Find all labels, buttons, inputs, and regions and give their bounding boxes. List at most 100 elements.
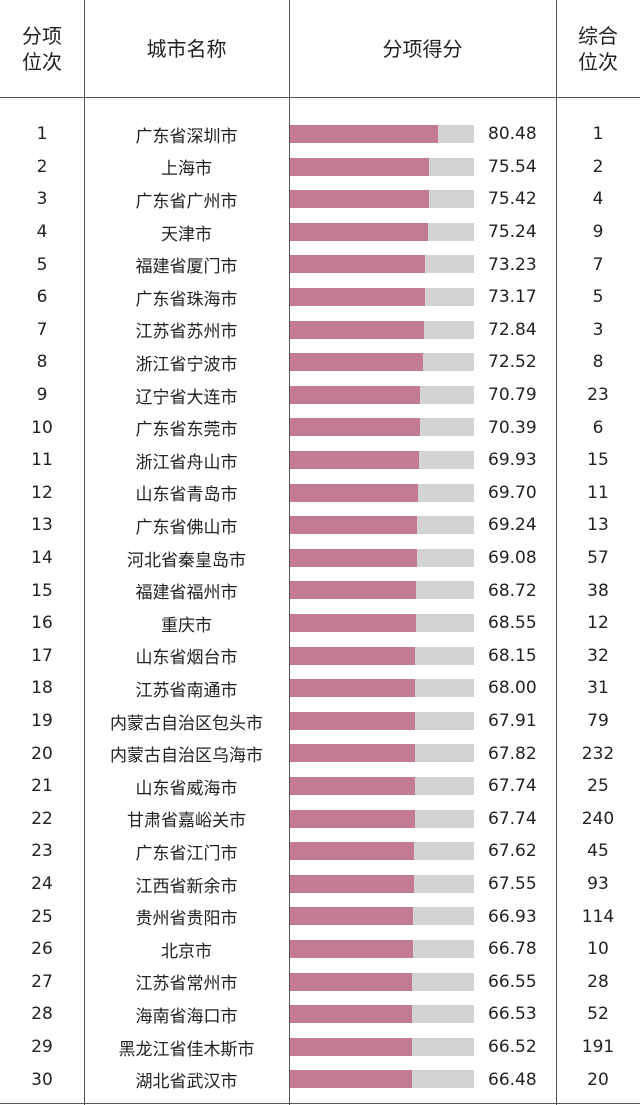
score-value: 72.84 [488,319,537,340]
score-bar [290,516,418,535]
header-divider [0,97,640,98]
score-value: 66.48 [488,1069,537,1090]
row-overall-rank: 57 [587,548,609,569]
score-bar [290,907,414,926]
row-city-name: 江苏省苏州市 [135,322,238,343]
score-bar [290,548,418,567]
row-overall-rank: 11 [587,482,609,503]
row-city-name: 广东省广州市 [135,191,238,212]
row-rank: 23 [31,841,53,862]
score-value: 66.93 [488,906,537,927]
score-bar-track [290,320,474,339]
score-bar [290,809,415,828]
score-value: 67.74 [488,808,537,829]
column-divider [556,0,557,1105]
score-bar-track [290,222,474,241]
row-overall-rank: 191 [581,1037,615,1058]
score-bar-track [290,353,474,372]
score-value: 66.53 [488,1004,537,1025]
score-value: 73.17 [488,287,537,308]
header-rank-text: 分项 位次 [22,23,62,74]
score-bar [290,842,415,861]
score-bar [290,255,425,274]
header-overall: 综合 位次 [556,0,640,97]
row-overall-rank: 114 [581,906,615,927]
row-city-name: 广东省东莞市 [135,420,238,441]
row-overall-rank: 10 [587,939,609,960]
score-bar-track [290,255,474,274]
row-overall-rank: 7 [592,254,604,275]
row-overall-rank: 15 [587,450,609,471]
row-city-name: 内蒙古自治区乌海市 [110,746,263,767]
row-city-name: 重庆市 [161,615,212,636]
row-city-name: 内蒙古自治区包头市 [110,713,263,734]
row-city-name: 辽宁省大连市 [135,387,238,408]
row-rank: 20 [31,743,53,764]
row-overall-rank: 52 [587,1004,609,1025]
row-rank: 21 [31,776,53,797]
score-bar [290,646,416,665]
score-value: 69.93 [488,450,537,471]
score-bar [290,1070,413,1089]
row-rank: 24 [31,874,53,895]
row-rank: 17 [31,645,53,666]
score-bar-track [290,125,474,143]
row-rank: 30 [31,1069,53,1090]
score-bar [290,711,415,730]
score-bar-track [290,288,474,306]
score-bar-track [290,418,474,437]
row-rank: 25 [31,906,53,927]
score-bar [290,1005,413,1024]
score-value: 69.70 [488,482,537,503]
score-bar [290,222,429,241]
row-city-name: 上海市 [161,159,212,180]
row-city-name: 江苏省常州市 [135,974,238,995]
score-value: 67.91 [488,711,537,732]
score-bar-track [290,1070,474,1089]
score-bar-track [290,1005,474,1024]
score-bar [290,353,424,372]
score-value: 66.78 [488,939,537,960]
score-value: 70.79 [488,385,537,406]
row-overall-rank: 240 [581,808,615,829]
row-overall-rank: 3 [592,319,604,340]
score-bar-track [290,1037,474,1056]
score-bar [290,157,429,176]
score-bar-track [290,874,474,893]
header-city: 城市名称 [84,0,289,97]
score-bar [290,940,413,958]
score-value: 67.82 [488,743,537,764]
score-bar-track [290,483,474,502]
score-bar-track [290,711,474,730]
row-overall-rank: 20 [587,1069,609,1090]
score-bar [290,385,421,404]
row-rank: 12 [31,482,53,503]
row-overall-rank: 6 [592,417,604,438]
row-rank: 6 [36,287,48,308]
score-bar [290,125,439,143]
column-divider [84,0,85,1105]
score-bar-track [290,972,474,991]
score-value: 67.55 [488,874,537,895]
row-rank: 5 [36,254,48,275]
score-bar [290,190,429,209]
score-value: 68.15 [488,645,537,666]
row-rank: 8 [36,352,48,373]
row-city-name: 海南省海口市 [135,1006,238,1027]
row-overall-rank: 23 [587,385,609,406]
score-bar [290,874,415,893]
row-overall-rank: 5 [592,287,604,308]
row-rank: 15 [31,580,53,601]
header-rank: 分项 位次 [0,0,84,97]
row-rank: 13 [31,515,53,536]
row-city-name: 黑龙江省佳木斯市 [118,1039,255,1060]
row-overall-rank: 2 [592,156,604,177]
row-overall-rank: 13 [587,515,609,536]
score-bar-track [290,157,474,176]
score-value: 68.55 [488,613,537,634]
row-city-name: 福建省福州市 [135,583,238,604]
row-rank: 29 [31,1037,53,1058]
score-value: 70.39 [488,417,537,438]
row-rank: 26 [31,939,53,960]
